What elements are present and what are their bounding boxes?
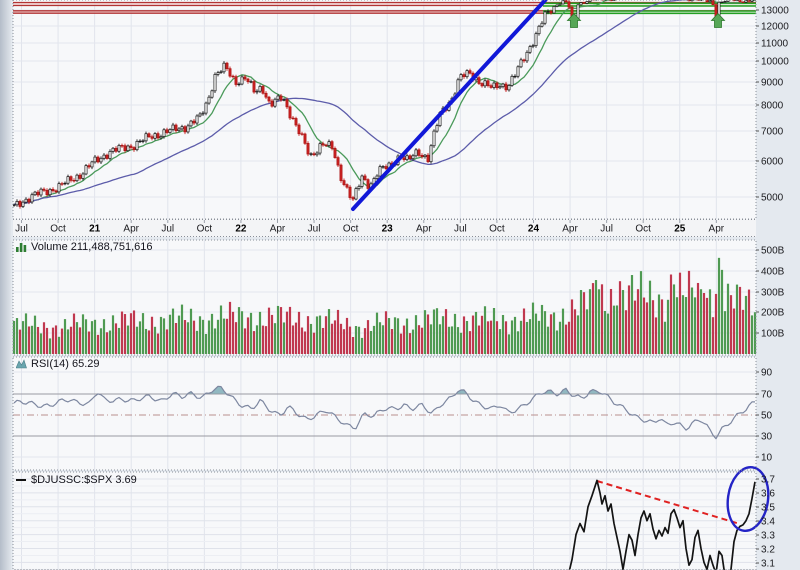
breakout-ellipse — [726, 465, 770, 533]
svg-text:3.7: 3.7 — [761, 475, 775, 486]
gridlines — [13, 0, 756, 570]
svg-text:Oct: Oct — [50, 224, 66, 235]
svg-text:300B: 300B — [761, 288, 785, 299]
svg-text:Jul: Jul — [600, 224, 613, 235]
svg-text:Jul: Jul — [15, 224, 28, 235]
svg-text:Oct: Oct — [489, 224, 505, 235]
volume-legend: Volume 211,488,751,616 — [16, 241, 153, 253]
svg-text:11000: 11000 — [761, 39, 789, 50]
svg-text:22: 22 — [235, 224, 247, 235]
svg-text:Apr: Apr — [562, 224, 578, 235]
svg-text:9000: 9000 — [761, 78, 784, 89]
svg-text:3.1: 3.1 — [761, 559, 775, 570]
rsi-legend: RSI(14) 65.29 — [16, 358, 99, 370]
svg-text:10: 10 — [761, 453, 773, 464]
svg-text:Jul: Jul — [161, 224, 174, 235]
svg-text:3.3: 3.3 — [761, 531, 775, 542]
svg-text:200B: 200B — [761, 308, 785, 319]
svg-text:3.4: 3.4 — [761, 517, 775, 528]
rsi-label: RSI(14) 65.29 — [31, 358, 100, 370]
volume-bars — [12, 257, 757, 354]
svg-text:70: 70 — [761, 390, 773, 401]
svg-text:30: 30 — [761, 432, 773, 443]
svg-text:400B: 400B — [761, 267, 785, 278]
ratio-line-icon — [16, 479, 26, 481]
ratio-legend: $DJUSSC:$SPX 3.69 — [16, 474, 137, 486]
svg-text:Jul: Jul — [308, 224, 321, 235]
svg-text:8000: 8000 — [761, 101, 784, 112]
rsi-indicator-icon — [16, 359, 27, 369]
volume-histogram-icon — [16, 243, 27, 252]
svg-text:21: 21 — [89, 224, 101, 235]
svg-text:50: 50 — [761, 411, 773, 422]
svg-text:Apr: Apr — [270, 224, 286, 235]
blue-trendline — [351, 0, 549, 211]
svg-text:23: 23 — [382, 224, 394, 235]
svg-text:500B: 500B — [761, 246, 785, 257]
svg-text:12000: 12000 — [761, 22, 789, 33]
svg-text:7000: 7000 — [761, 127, 784, 138]
ratio-trendline — [596, 480, 741, 525]
svg-text:6000: 6000 — [761, 157, 784, 168]
svg-text:Jul: Jul — [454, 224, 467, 235]
page-margin — [0, 0, 11, 570]
rsi-line — [13, 385, 755, 440]
svg-text:3.2: 3.2 — [761, 545, 775, 556]
svg-text:Oct: Oct — [197, 224, 213, 235]
svg-text:Apr: Apr — [416, 224, 432, 235]
svg-text:Oct: Oct — [635, 224, 651, 235]
svg-text:Apr: Apr — [709, 224, 725, 235]
breakout-arrows — [566, 12, 726, 28]
svg-text:3.5: 3.5 — [761, 503, 775, 514]
y-axis-labels: 13000 12000 11000 10000 9000 8000 7000 6000 5000… — [756, 6, 789, 570]
ratio-line — [568, 479, 756, 570]
volume-label: Volume 211,488,751,616 — [31, 241, 153, 253]
ratio-label: $DJUSSC:$SPX 3.69 — [31, 474, 137, 486]
svg-text:90: 90 — [761, 368, 773, 379]
svg-text:13000: 13000 — [761, 6, 789, 17]
svg-text:24: 24 — [528, 224, 540, 235]
svg-text:100B: 100B — [761, 329, 785, 340]
svg-text:25: 25 — [674, 224, 686, 235]
svg-text:Oct: Oct — [343, 224, 359, 235]
svg-text:Apr: Apr — [123, 224, 139, 235]
svg-text:3.6: 3.6 — [761, 489, 775, 500]
svg-text:5000: 5000 — [761, 193, 784, 204]
svg-text:10000: 10000 — [761, 57, 789, 68]
